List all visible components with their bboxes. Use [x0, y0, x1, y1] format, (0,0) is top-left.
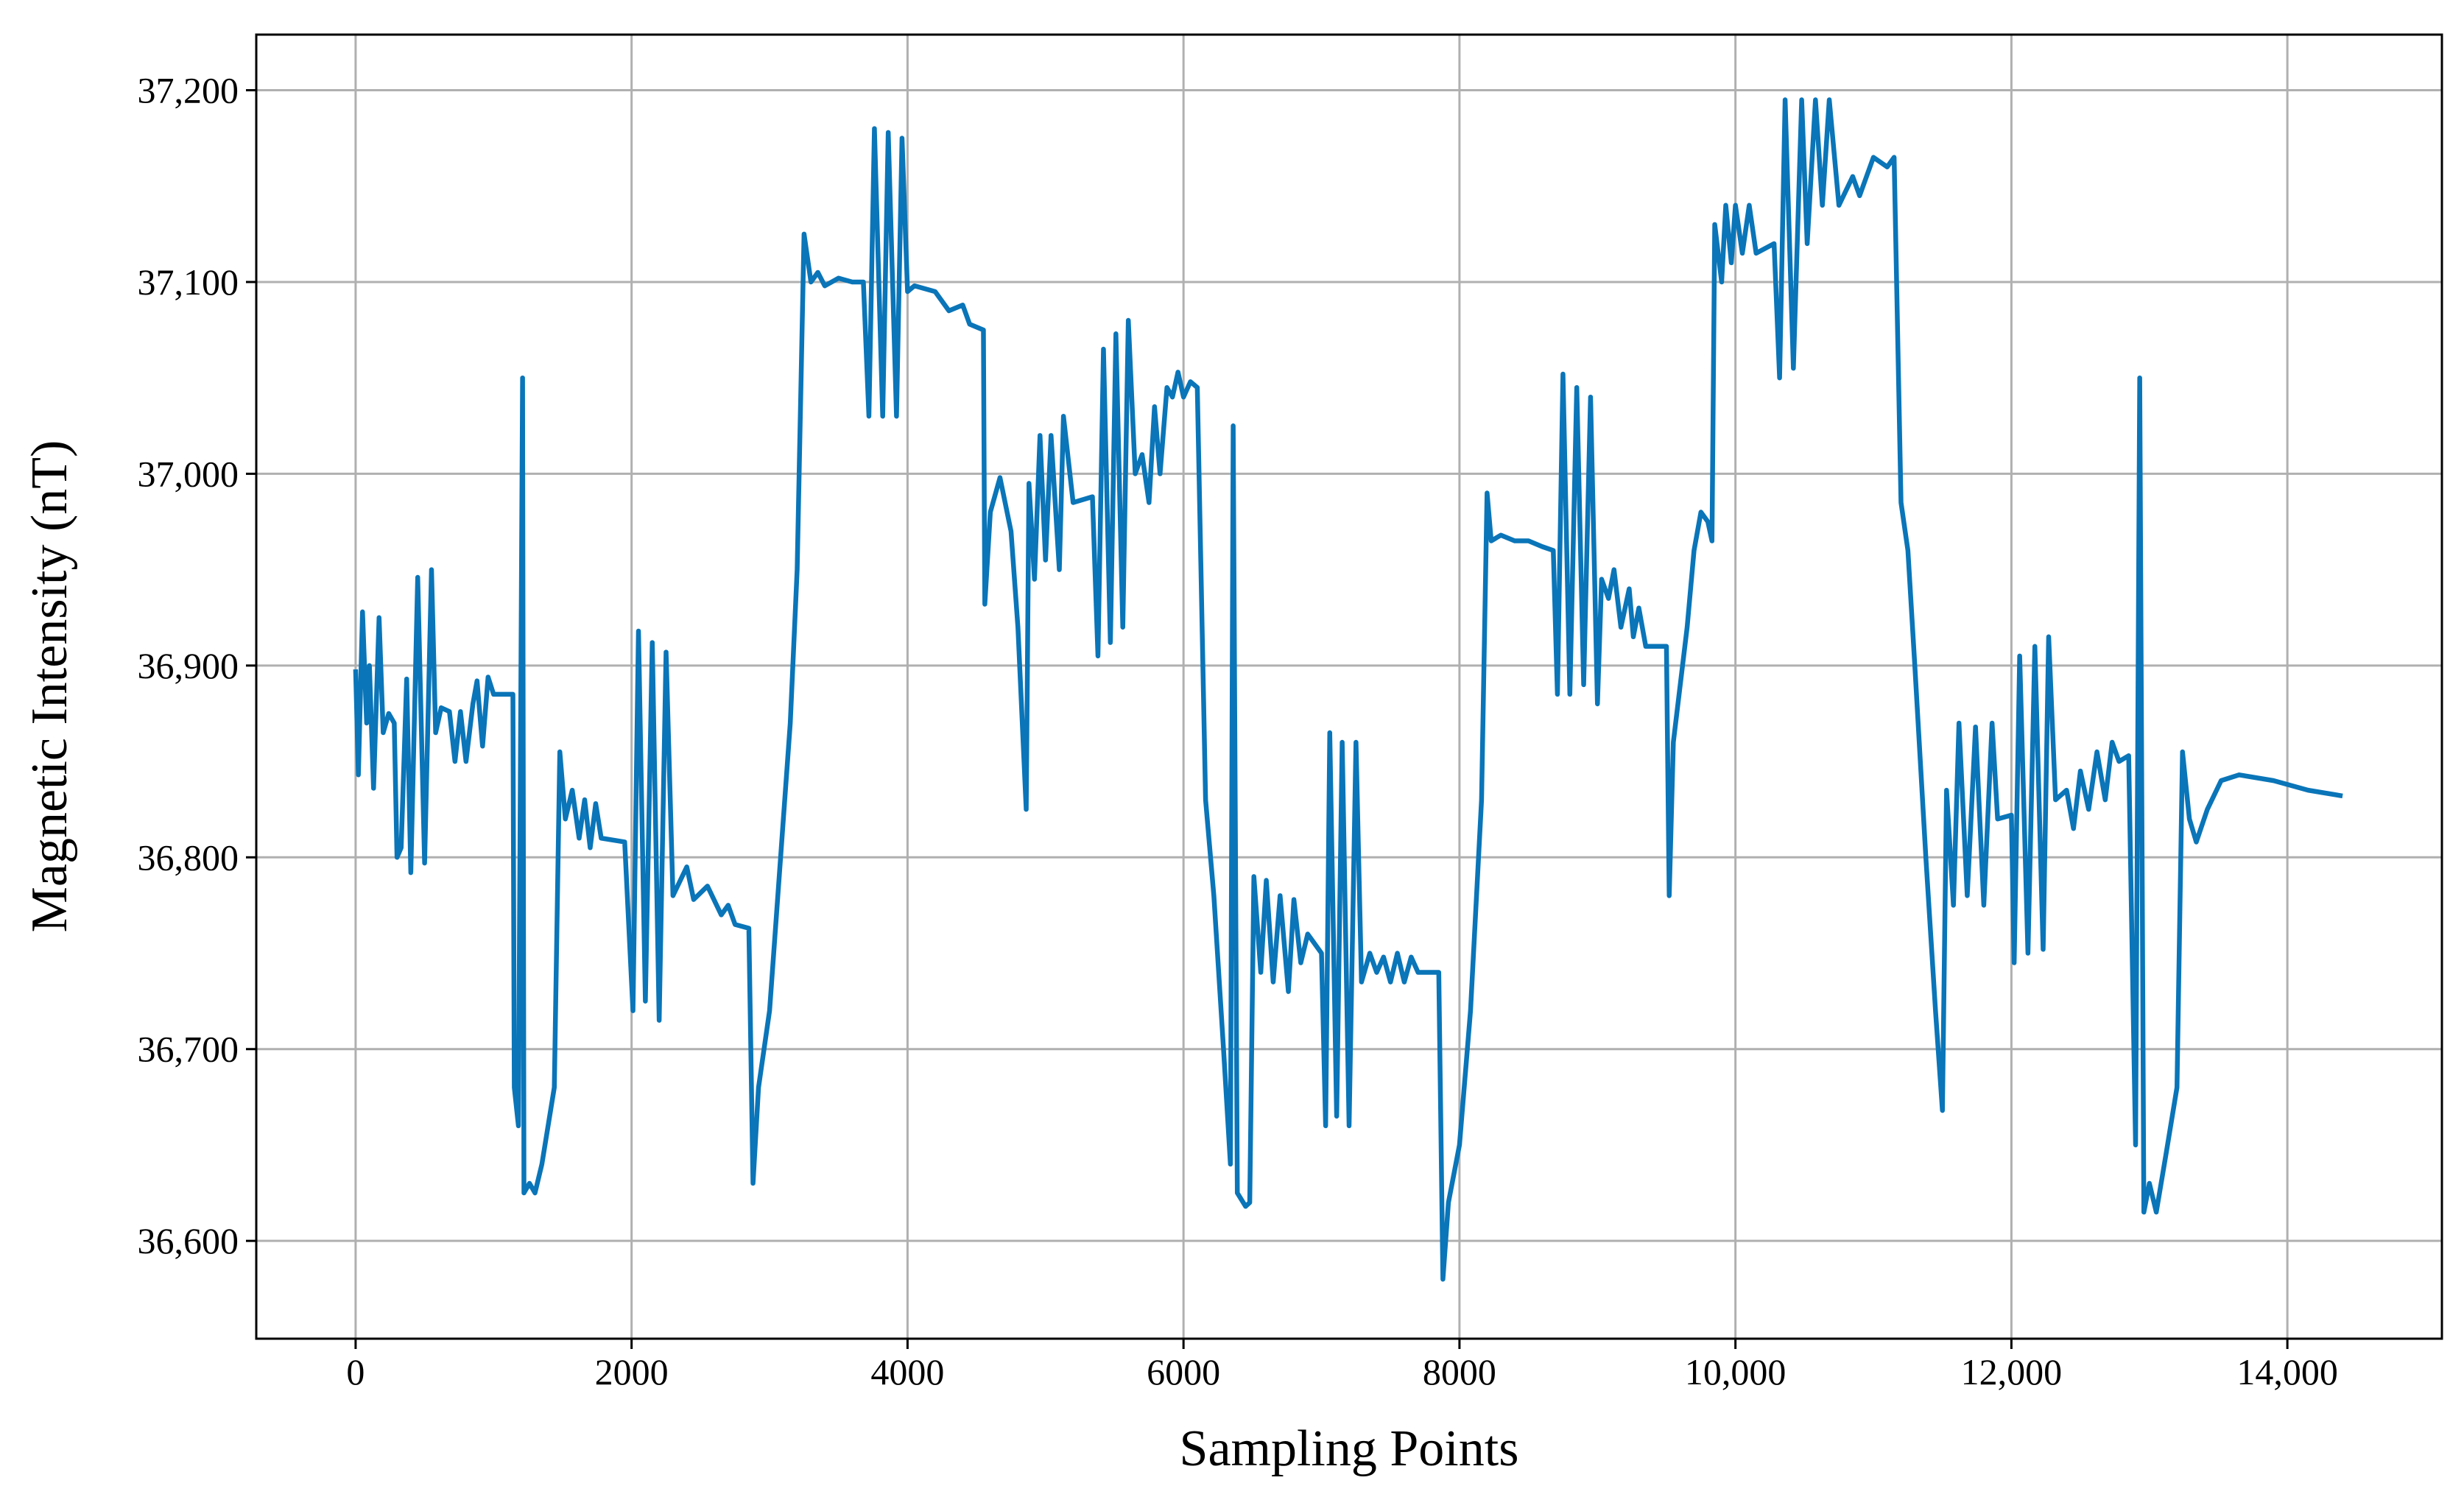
y-tick-label: 37,200 [138, 70, 239, 111]
x-tick-label: 6000 [1147, 1351, 1220, 1392]
plot-area [353, 97, 2343, 1282]
x-tick-label: 12,000 [1961, 1351, 2063, 1392]
x-tick-label: 14,000 [2236, 1351, 2338, 1392]
x-tick-label: 4000 [870, 1351, 944, 1392]
y-tick-label: 37,000 [138, 453, 239, 494]
y-tick-label: 36,900 [138, 645, 239, 686]
y-tick-label: 37,100 [138, 261, 239, 303]
y-tick-label: 36,700 [138, 1029, 239, 1070]
x-axis-label: Sampling Points [1180, 1420, 1519, 1477]
data-line [353, 97, 2343, 1282]
y-tick-label: 36,800 [138, 836, 239, 878]
x-tick-label: 8000 [1423, 1351, 1496, 1392]
x-tick-label: 2000 [595, 1351, 669, 1392]
x-tick-label: 0 [346, 1351, 365, 1392]
y-axis-label: Magnetic Intensity (nT) [21, 440, 78, 933]
ticks: 0 2000 4000 6000 8000 10,000 12,000 14,000 36,60… [138, 70, 2338, 1392]
y-tick-label: 36,600 [138, 1220, 239, 1261]
x-tick-label: 10,000 [1685, 1351, 1787, 1392]
axes-frame [255, 33, 2443, 1340]
